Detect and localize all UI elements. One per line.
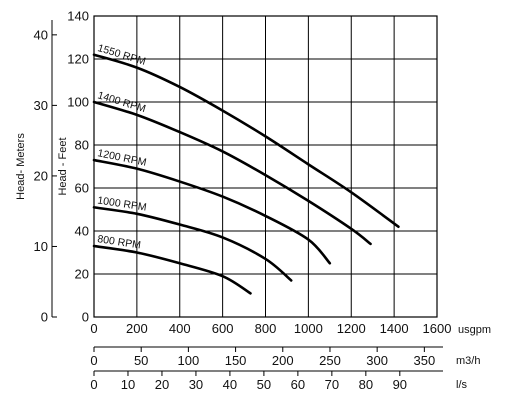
performance-curve: [92, 100, 372, 246]
meters-tick-label: 20: [34, 168, 48, 183]
y-tick-label: 0: [82, 310, 89, 325]
y-tick-label: 140: [67, 9, 89, 24]
x-tick-label: 1600: [423, 321, 452, 336]
secondary-x-tick-label: 100: [178, 353, 200, 368]
x-tick-label: 200: [126, 321, 148, 336]
secondary-x-axis-unit: l/s: [456, 379, 468, 391]
secondary-x-tick-label: 40: [223, 377, 237, 392]
secondary-x-tick-label: 200: [272, 353, 294, 368]
meters-tick-label: 40: [34, 27, 48, 42]
meters-tick-label: 30: [34, 98, 48, 113]
secondary-x-tick-label: 300: [366, 353, 388, 368]
secondary-x-tick-label: 10: [121, 377, 135, 392]
x-tick-label: 800: [255, 321, 277, 336]
secondary-x-tick-label: 50: [134, 353, 148, 368]
meters-tick-label: 10: [34, 239, 48, 254]
y-tick-label: 20: [75, 267, 89, 282]
x-tick-label: 0: [90, 321, 97, 336]
performance-curve: [92, 244, 252, 295]
secondary-x-tick-label: 20: [155, 377, 169, 392]
x-tick-label: 400: [169, 321, 191, 336]
secondary-x-tick-label: 80: [359, 377, 373, 392]
meters-axis-title: Head- Meters: [15, 133, 27, 200]
performance-curve: [92, 206, 293, 282]
x-tick-label: 1200: [337, 321, 366, 336]
x-tick-label: 1400: [380, 321, 409, 336]
y-tick-label: 60: [75, 181, 89, 196]
secondary-x-tick-label: 0: [90, 377, 97, 392]
secondary-x-axis-unit: m3/h: [456, 355, 480, 367]
secondary-x-tick-label: 60: [291, 377, 305, 392]
y-tick-label: 80: [75, 138, 89, 153]
secondary-x-tick-label: 90: [393, 377, 407, 392]
y-tick-label: 100: [67, 95, 89, 110]
secondary-x-tick-label: 0: [90, 353, 97, 368]
performance-curve: [92, 53, 400, 228]
x-tick-label: 1000: [294, 321, 323, 336]
secondary-x-tick-label: 250: [319, 353, 341, 368]
meters-tick-label: 0: [41, 310, 48, 325]
y-tick-label: 120: [67, 52, 89, 67]
y-axis-title: Head - Feet: [57, 137, 69, 195]
curve-label: 1550 RPM: [96, 42, 147, 68]
secondary-x-tick-label: 350: [414, 353, 436, 368]
performance-curve: [92, 158, 332, 265]
secondary-x-tick-label: 50: [257, 377, 271, 392]
secondary-x-tick-label: 150: [225, 353, 247, 368]
secondary-x-tick-label: 70: [325, 377, 339, 392]
x-tick-label: 600: [212, 321, 234, 336]
y-tick-label: 40: [75, 224, 89, 239]
x-axis-unit: usgpm: [458, 324, 491, 336]
secondary-x-tick-label: 30: [189, 377, 203, 392]
